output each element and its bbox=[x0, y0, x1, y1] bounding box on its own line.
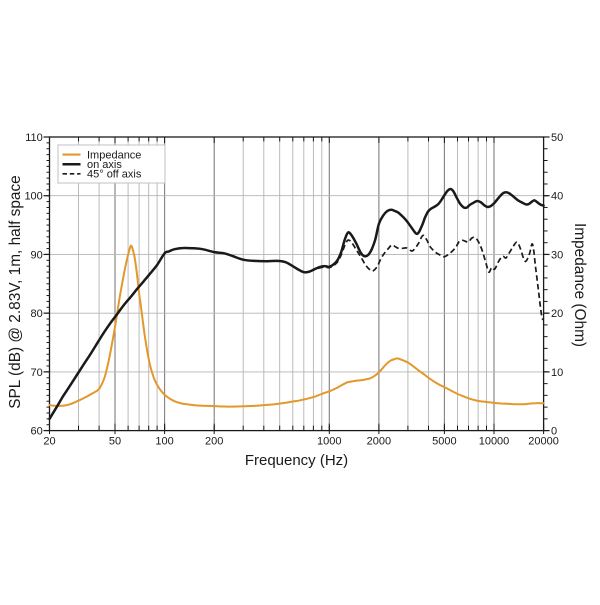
svg-text:100: 100 bbox=[155, 435, 173, 447]
svg-text:2000: 2000 bbox=[367, 435, 391, 447]
svg-text:20: 20 bbox=[43, 435, 55, 447]
svg-text:Impedance: Impedance bbox=[87, 150, 141, 162]
svg-text:200: 200 bbox=[205, 435, 223, 447]
svg-text:20000: 20000 bbox=[528, 435, 559, 447]
svg-text:Frequency (Hz): Frequency (Hz) bbox=[245, 452, 348, 469]
svg-text:110: 110 bbox=[25, 132, 43, 144]
svg-text:100: 100 bbox=[24, 191, 42, 203]
svg-text:0: 0 bbox=[551, 426, 557, 438]
svg-text:10: 10 bbox=[551, 367, 563, 379]
svg-text:90: 90 bbox=[31, 249, 43, 261]
svg-text:5000: 5000 bbox=[432, 435, 456, 447]
svg-text:40: 40 bbox=[551, 191, 563, 203]
svg-text:50: 50 bbox=[109, 435, 121, 447]
svg-text:on axis: on axis bbox=[87, 159, 122, 171]
svg-text:45° off axis: 45° off axis bbox=[87, 169, 142, 181]
svg-text:Impedance (Ohm): Impedance (Ohm) bbox=[571, 223, 588, 347]
svg-text:10000: 10000 bbox=[479, 435, 510, 447]
svg-text:80: 80 bbox=[31, 308, 43, 320]
svg-text:SPL (dB) @ 2.83V, 1m, half spa: SPL (dB) @ 2.83V, 1m, half space bbox=[7, 175, 24, 409]
svg-text:30: 30 bbox=[551, 249, 563, 261]
svg-text:70: 70 bbox=[31, 367, 43, 379]
svg-text:60: 60 bbox=[31, 426, 43, 438]
svg-text:20: 20 bbox=[551, 308, 563, 320]
svg-text:1000: 1000 bbox=[317, 435, 341, 447]
svg-text:50: 50 bbox=[551, 132, 563, 144]
